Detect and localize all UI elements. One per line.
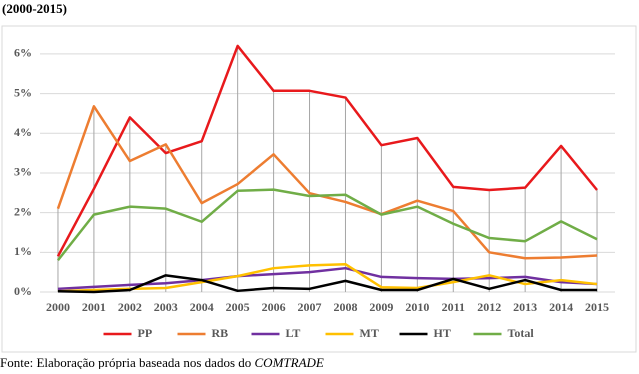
legend-label: RB: [212, 326, 229, 340]
x-tick-label: 2003: [154, 300, 178, 314]
y-tick-label: 3%: [14, 165, 32, 179]
legend-label: Total: [508, 326, 535, 340]
legend-label: MT: [360, 326, 379, 340]
series-line: [56, 105, 598, 260]
x-tick-label: 2000: [46, 300, 70, 314]
x-tick-label: 2001: [82, 300, 106, 314]
y-tick-label: 2%: [14, 204, 32, 218]
y-tick-label: 0%: [14, 284, 32, 298]
x-tick-label: 2013: [513, 300, 537, 314]
series-line: [57, 274, 598, 294]
y-tick-label: 5%: [14, 85, 32, 99]
series-line: [56, 188, 598, 262]
x-tick-label: 2005: [226, 300, 250, 314]
x-tick-label: 2010: [405, 300, 429, 314]
x-tick-label: 2015: [585, 300, 609, 314]
x-tick-label: 2014: [549, 300, 573, 314]
x-tick-label: 2009: [369, 300, 393, 314]
source-emphasis: COMTRADE: [255, 355, 324, 369]
series-line: [57, 266, 598, 291]
source-text: Fonte: Elaboração própria baseada nos da…: [0, 355, 255, 369]
y-tick-label: 4%: [14, 125, 32, 139]
chart-title: (2000-2015): [2, 1, 67, 16]
x-tick-label: 2006: [262, 300, 286, 314]
y-tick-label: 1%: [14, 244, 32, 258]
x-tick-label: 2004: [190, 300, 214, 314]
x-tick-label: 2011: [442, 300, 465, 314]
legend-label: HT: [434, 326, 451, 340]
x-tick-label: 2007: [298, 300, 322, 314]
x-tick-label: 2008: [333, 300, 357, 314]
source-note: Fonte: Elaboração própria baseada nos da…: [0, 355, 324, 369]
legend-label: PP: [138, 326, 153, 340]
y-tick-label: 6%: [14, 46, 32, 60]
series-line: [57, 262, 598, 293]
chart-frame: [1, 25, 637, 353]
x-tick-label: 2012: [477, 300, 501, 314]
x-tick-label: 2002: [118, 300, 142, 314]
legend-label: LT: [286, 326, 301, 340]
series-line: [56, 44, 598, 257]
